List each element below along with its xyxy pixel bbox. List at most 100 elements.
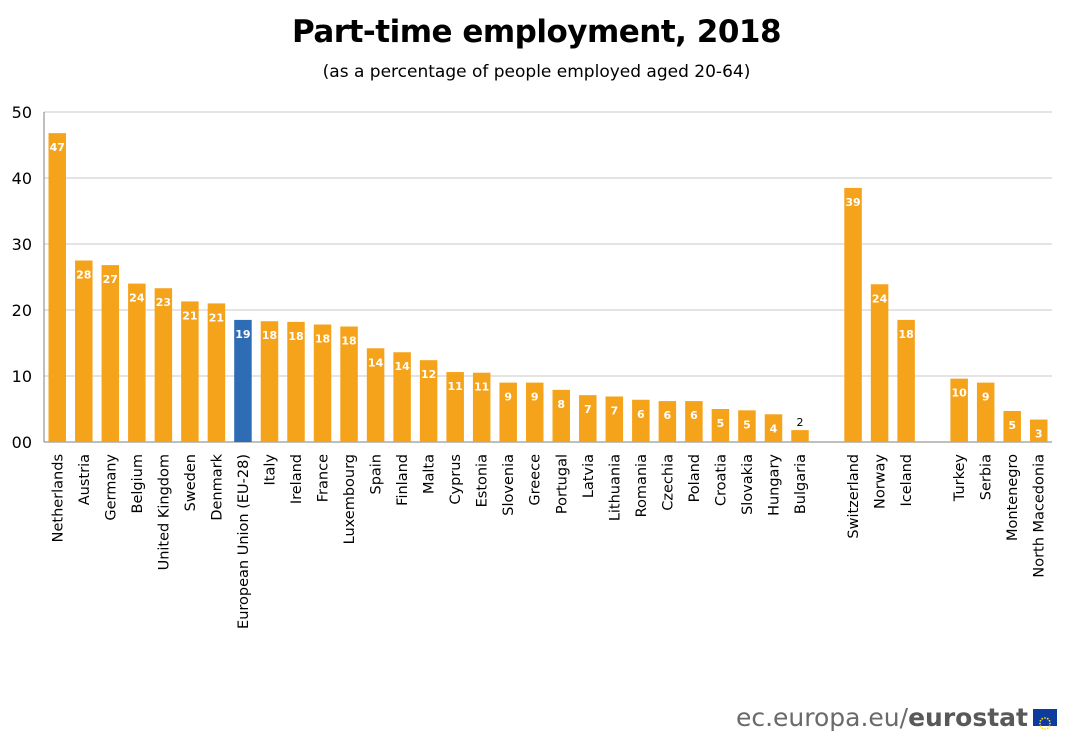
x-tick-label: Ireland (289, 454, 305, 504)
chart-title: Part-time employment, 2018 (291, 14, 782, 50)
data-label: 9 (982, 391, 990, 404)
x-tick-label: Finland (395, 454, 411, 506)
bar (499, 382, 517, 442)
data-label: 3 (1035, 428, 1043, 441)
data-label: 7 (584, 403, 592, 416)
bar (632, 399, 650, 442)
data-label: 4 (770, 422, 778, 435)
data-label: 18 (315, 333, 330, 346)
x-tick-label: Hungary (766, 454, 782, 516)
bar (128, 283, 146, 442)
x-tick-label: Sweden (183, 454, 199, 511)
x-tick-label: Austria (77, 454, 93, 505)
y-tick-label: 20 (12, 301, 32, 320)
bar (844, 187, 862, 442)
bar (48, 133, 67, 442)
x-tick-label: Lithuania (607, 454, 623, 521)
x-tick-label: Norway (873, 454, 889, 509)
bar (75, 260, 93, 442)
bar (685, 401, 703, 442)
x-tick-label: Estonia (475, 454, 491, 507)
data-label: 6 (637, 408, 645, 421)
data-label: 47 (50, 141, 65, 154)
bar (525, 382, 544, 442)
bar (711, 409, 730, 442)
bar (313, 324, 332, 442)
data-label: 2 (797, 416, 804, 429)
x-tick-label: Latvia (581, 454, 597, 498)
x-tick-label: European Union (EU-28) (236, 454, 252, 629)
bar (366, 348, 385, 442)
x-tick-label: Romania (634, 454, 650, 517)
footer: ec.europa.eu/eurostat (736, 701, 1057, 733)
x-tick-label: Slovenia (501, 454, 517, 516)
x-tick-label: Luxembourg (342, 454, 358, 544)
data-label: 21 (182, 309, 197, 322)
y-tick-label: 40 (12, 169, 32, 188)
bar (950, 378, 968, 442)
data-label: 18 (898, 328, 913, 341)
y-tick-label: 30 (12, 235, 32, 254)
x-tick-label: Czechia (660, 454, 676, 511)
x-tick-label: Serbia (979, 454, 995, 500)
bar (181, 301, 199, 442)
x-tick-label: Bulgaria (793, 454, 809, 514)
bar (976, 382, 995, 442)
x-tick-label: Montenegro (1005, 454, 1021, 541)
x-tick-label: North Macedonia (1032, 454, 1048, 578)
footer-brand: eurostat (908, 702, 1028, 732)
bar (446, 372, 464, 442)
data-label: 10 (952, 387, 968, 400)
data-label: 5 (743, 418, 751, 431)
data-label: 5 (717, 417, 725, 430)
data-label: 24 (129, 292, 145, 305)
x-tick-label: Cyprus (448, 454, 464, 505)
bar (658, 401, 677, 442)
x-tick-label: Slovakia (740, 454, 756, 515)
x-tick-label: Malta (422, 454, 438, 494)
bar (207, 303, 226, 442)
x-tick-label: Netherlands (50, 454, 66, 542)
data-label: 9 (504, 391, 512, 404)
x-tick-label: Iceland (899, 454, 915, 506)
bar (764, 414, 783, 442)
bar (1029, 419, 1048, 442)
data-label: 21 (209, 311, 224, 324)
bar (870, 284, 889, 442)
bar (287, 321, 305, 442)
data-label: 18 (262, 329, 277, 342)
data-label: 28 (76, 269, 91, 282)
data-label: 14 (368, 356, 384, 369)
y-tick-label: 50 (12, 103, 32, 122)
bar (234, 319, 252, 442)
x-tick-label: Switzerland (846, 454, 862, 539)
data-label: 11 (448, 380, 463, 393)
x-tick-label: France (316, 454, 332, 502)
data-label: 12 (421, 368, 436, 381)
y-tick-label: 10 (12, 367, 32, 386)
bar (419, 360, 438, 442)
data-label: 23 (156, 296, 171, 309)
x-tick-label: Denmark (209, 453, 225, 520)
bar (340, 326, 358, 442)
bar (579, 395, 597, 442)
bar (393, 352, 411, 442)
eu-flag-icon (1033, 708, 1057, 730)
chart-subtitle: (as a percentage of people employed aged… (322, 62, 751, 82)
bar (260, 321, 279, 442)
bar (154, 288, 173, 442)
x-tick-label: Turkey (952, 454, 968, 503)
bar (738, 410, 756, 442)
data-label: 9 (531, 391, 539, 404)
bar (605, 396, 624, 442)
bar (552, 389, 571, 442)
data-label: 7 (610, 404, 618, 417)
data-label: 11 (474, 381, 489, 394)
x-tick-label: United Kingdom (156, 454, 172, 570)
x-tick-label: Germany (103, 454, 119, 521)
data-label: 18 (341, 335, 356, 348)
data-label: 19 (235, 328, 250, 341)
data-label: 5 (1008, 419, 1016, 432)
bar (1003, 410, 1021, 442)
x-tick-label: Belgium (130, 454, 146, 513)
